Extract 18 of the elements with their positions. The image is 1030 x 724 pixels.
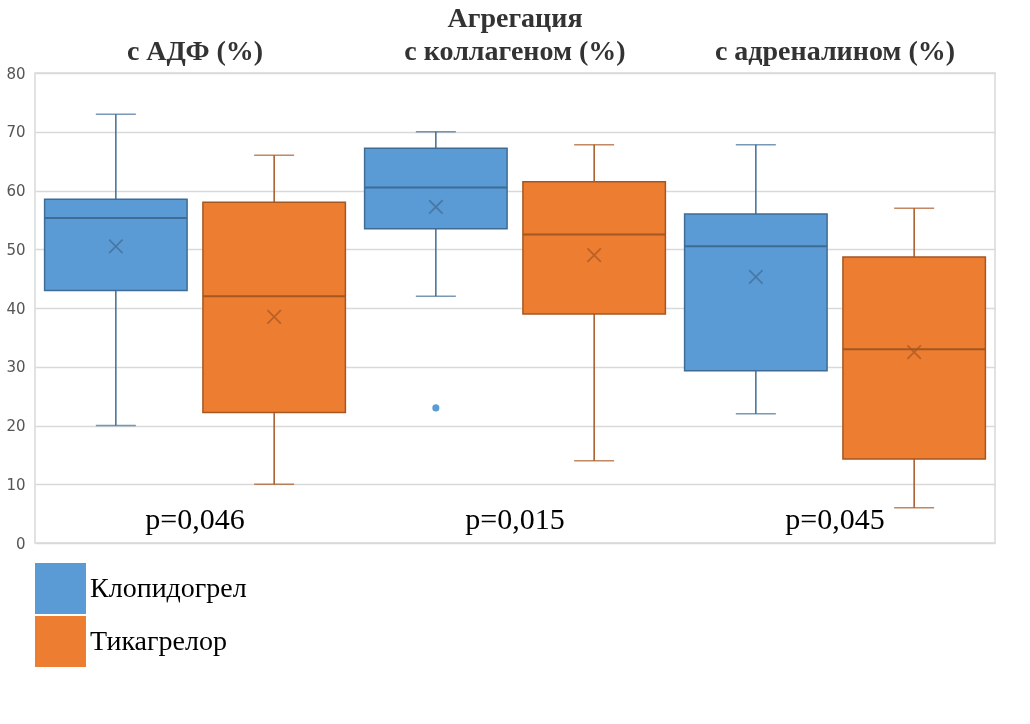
legend-label: Клопидогрел [90, 571, 247, 603]
y-tick-label: 70 [6, 123, 26, 142]
x-tick-label: с АДФ (%) [126, 34, 264, 66]
y-tick-label: 10 [6, 475, 26, 494]
y-tick-label: 60 [6, 182, 26, 200]
y-tick-label: 50 [6, 240, 26, 259]
legend-label: Тикагрелор [90, 624, 227, 656]
y-tick-label: 0 [15, 534, 26, 553]
y-tick-label: 30 [6, 358, 26, 377]
x-tick-label: с коллагеном (%) [404, 34, 626, 66]
annotation: p=0,015 [465, 502, 565, 535]
x-tick-label: с адреналином (%) [714, 34, 956, 66]
y-tick-label: 20 [6, 417, 26, 435]
y-tick-label: 40 [6, 299, 26, 318]
chart-title: Агрегация [447, 2, 583, 33]
y-tick-label: 80 [6, 64, 26, 83]
annotation: p=0,045 [785, 502, 885, 535]
annotation: p=0,046 [145, 502, 245, 535]
